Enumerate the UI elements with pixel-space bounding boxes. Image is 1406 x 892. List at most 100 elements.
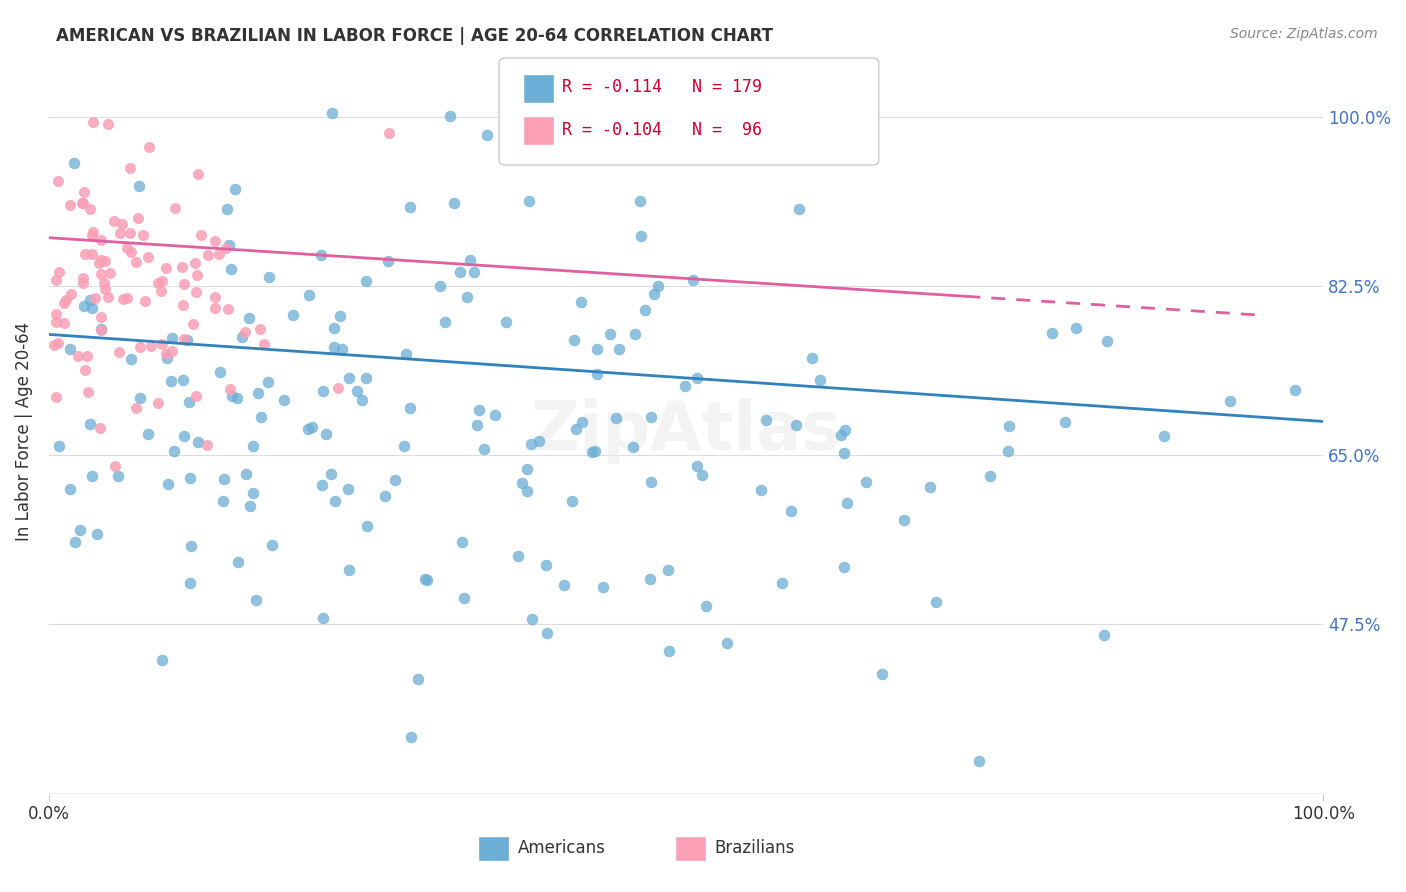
Point bbox=[832, 560, 855, 574]
Point bbox=[165, 201, 187, 215]
Point bbox=[138, 140, 160, 154]
Point bbox=[72, 271, 94, 285]
Text: R = -0.114   N = 179: R = -0.114 N = 179 bbox=[562, 78, 762, 96]
Point bbox=[204, 301, 226, 315]
Point bbox=[643, 287, 665, 301]
Point bbox=[197, 248, 219, 262]
Point bbox=[59, 483, 82, 497]
Point bbox=[779, 504, 801, 518]
Point bbox=[184, 256, 207, 270]
Point bbox=[150, 653, 173, 667]
Point bbox=[82, 115, 104, 129]
Point bbox=[520, 612, 543, 626]
Point bbox=[484, 408, 506, 422]
Point bbox=[465, 418, 488, 433]
Point bbox=[1153, 429, 1175, 443]
Point bbox=[132, 227, 155, 242]
Point bbox=[472, 442, 495, 457]
Point bbox=[245, 592, 267, 607]
Point bbox=[195, 438, 218, 452]
Point bbox=[534, 558, 557, 573]
Point bbox=[208, 247, 231, 261]
Point bbox=[346, 384, 368, 399]
Point bbox=[120, 244, 142, 259]
Point bbox=[830, 427, 852, 442]
Text: Source: ZipAtlas.com: Source: ZipAtlas.com bbox=[1230, 27, 1378, 41]
Point bbox=[94, 282, 117, 296]
Point bbox=[592, 580, 614, 594]
Point bbox=[63, 156, 86, 170]
Point bbox=[90, 310, 112, 325]
Text: R = -0.104   N =  96: R = -0.104 N = 96 bbox=[562, 121, 762, 139]
Point bbox=[565, 422, 588, 436]
Point bbox=[186, 285, 208, 299]
Point bbox=[219, 262, 242, 277]
Point bbox=[90, 323, 112, 337]
Point bbox=[242, 439, 264, 453]
Point bbox=[63, 534, 86, 549]
Point bbox=[235, 467, 257, 481]
Point bbox=[449, 265, 471, 279]
Point bbox=[115, 291, 138, 305]
Point bbox=[1040, 326, 1063, 340]
Point bbox=[212, 493, 235, 508]
Point bbox=[640, 475, 662, 489]
Point bbox=[354, 371, 377, 385]
Point bbox=[146, 396, 169, 410]
Text: Brazilians: Brazilians bbox=[714, 839, 794, 857]
Point bbox=[624, 326, 647, 341]
Point bbox=[329, 309, 352, 323]
Point bbox=[98, 266, 121, 280]
Point bbox=[226, 555, 249, 569]
Point bbox=[176, 333, 198, 347]
Point bbox=[162, 331, 184, 345]
Point bbox=[155, 261, 177, 276]
Point bbox=[172, 298, 194, 312]
Point bbox=[53, 316, 76, 330]
Point bbox=[399, 731, 422, 745]
Point bbox=[224, 182, 246, 196]
Point bbox=[83, 292, 105, 306]
Point bbox=[785, 418, 807, 433]
Point bbox=[190, 227, 212, 242]
Point bbox=[53, 296, 76, 310]
Point bbox=[638, 572, 661, 586]
Point bbox=[217, 202, 239, 217]
Point bbox=[69, 523, 91, 537]
Point bbox=[517, 194, 540, 209]
Point bbox=[529, 434, 551, 448]
Point bbox=[510, 476, 533, 491]
Point bbox=[134, 293, 156, 308]
Point bbox=[311, 478, 333, 492]
Point bbox=[177, 395, 200, 409]
Point bbox=[256, 375, 278, 389]
Point bbox=[219, 382, 242, 396]
Point bbox=[77, 385, 100, 400]
Point bbox=[66, 349, 89, 363]
Point bbox=[204, 234, 226, 248]
Point bbox=[634, 303, 657, 318]
Point bbox=[183, 317, 205, 331]
Point bbox=[686, 371, 709, 385]
Point bbox=[408, 673, 430, 687]
Point bbox=[439, 110, 461, 124]
Point bbox=[124, 401, 146, 415]
Point bbox=[630, 229, 652, 244]
Point bbox=[242, 486, 264, 500]
Point bbox=[373, 490, 395, 504]
Point bbox=[458, 253, 481, 268]
Point bbox=[536, 626, 558, 640]
Point bbox=[79, 202, 101, 217]
Point bbox=[599, 326, 621, 341]
Point bbox=[107, 469, 129, 483]
Point bbox=[184, 389, 207, 403]
Point bbox=[377, 254, 399, 268]
Point bbox=[160, 374, 183, 388]
Point bbox=[323, 321, 346, 335]
Point bbox=[443, 196, 465, 211]
Point bbox=[516, 461, 538, 475]
Point bbox=[48, 438, 70, 452]
Point bbox=[217, 302, 239, 317]
Point bbox=[585, 342, 607, 356]
Point bbox=[356, 274, 378, 288]
